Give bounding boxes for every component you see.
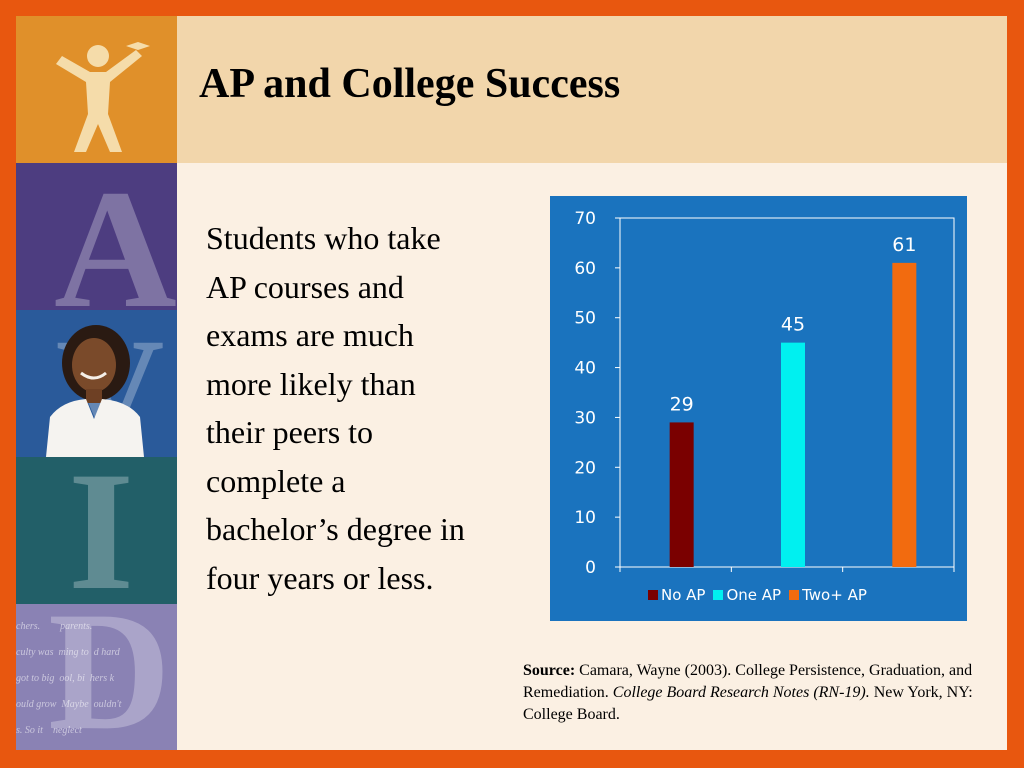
purple-block bbox=[16, 163, 177, 310]
title-band: AP and College Success bbox=[177, 16, 1007, 163]
data-label: 45 bbox=[781, 314, 805, 336]
avid-sidebar: A V I D chers. parents.culty was ming to… bbox=[16, 16, 177, 750]
legend-item: One AP bbox=[713, 586, 781, 604]
handwriting-line: culty was ming to d hard bbox=[16, 647, 120, 658]
lavender-block bbox=[16, 604, 177, 750]
letter-d: D bbox=[48, 577, 171, 750]
data-label: 29 bbox=[670, 393, 694, 415]
chart-legend: No AP One AP Two+ AP bbox=[648, 586, 867, 604]
y-tick-label: 60 bbox=[574, 259, 596, 279]
data-label: 61 bbox=[892, 234, 916, 256]
y-tick-label: 10 bbox=[574, 508, 596, 528]
legend-label: Two+ AP bbox=[802, 586, 867, 604]
letter-a: A bbox=[54, 155, 177, 343]
y-tick-label: 30 bbox=[574, 408, 596, 428]
source-publisher: New York, NY: College Board. bbox=[523, 684, 973, 723]
source-journal: College Board Research Notes (RN-19). bbox=[612, 684, 870, 701]
handwriting-line: s. So it neglect bbox=[16, 725, 82, 736]
legend-label: No AP bbox=[661, 586, 706, 604]
logo-block bbox=[16, 16, 177, 163]
bar bbox=[892, 262, 917, 567]
y-tick-label: 70 bbox=[574, 209, 596, 229]
source-label: Source: bbox=[523, 662, 576, 679]
legend-swatch bbox=[648, 590, 658, 600]
y-tick-label: 40 bbox=[574, 359, 596, 379]
y-tick-label: 50 bbox=[574, 309, 596, 329]
slide: A V I D chers. parents.culty was ming to… bbox=[16, 16, 1007, 750]
handwriting-line: chers. parents. bbox=[16, 621, 93, 632]
student-photo bbox=[46, 325, 144, 457]
handwriting-line: got to big ool, bi hers k bbox=[16, 673, 115, 684]
source-text: Camara, Wayne (2003). College Persistenc… bbox=[523, 662, 973, 701]
y-tick-label: 0 bbox=[585, 558, 596, 578]
bar bbox=[669, 422, 694, 567]
handwriting-line: ould grow Maybe ouldn't bbox=[16, 699, 122, 710]
legend-swatch bbox=[789, 590, 800, 600]
legend-item: No AP bbox=[648, 586, 705, 604]
legend-swatch bbox=[713, 590, 724, 600]
teal-block bbox=[16, 457, 177, 604]
avid-logo-icon bbox=[56, 42, 150, 152]
handwriting-texture: chers. parents. culty was ming to d hard g… bbox=[16, 614, 177, 750]
y-tick-label: 20 bbox=[574, 458, 596, 478]
letter-i: I bbox=[68, 437, 135, 625]
bar bbox=[781, 342, 805, 567]
slide-title: AP and College Success bbox=[199, 61, 621, 107]
source-citation: Source: Camara, Wayne (2003). College Pe… bbox=[523, 660, 973, 726]
body-text: Students who take AP courses and exams a… bbox=[206, 220, 465, 596]
chart-svg: 0 10 20 30 40 50 60 70 29 45 61 bbox=[574, 209, 955, 578]
bar-chart: 0 10 20 30 40 50 60 70 29 45 61 No AP One AP Two+ … bbox=[550, 196, 967, 621]
legend-item: Two+ AP bbox=[789, 586, 867, 604]
legend-label: One AP bbox=[726, 586, 782, 604]
